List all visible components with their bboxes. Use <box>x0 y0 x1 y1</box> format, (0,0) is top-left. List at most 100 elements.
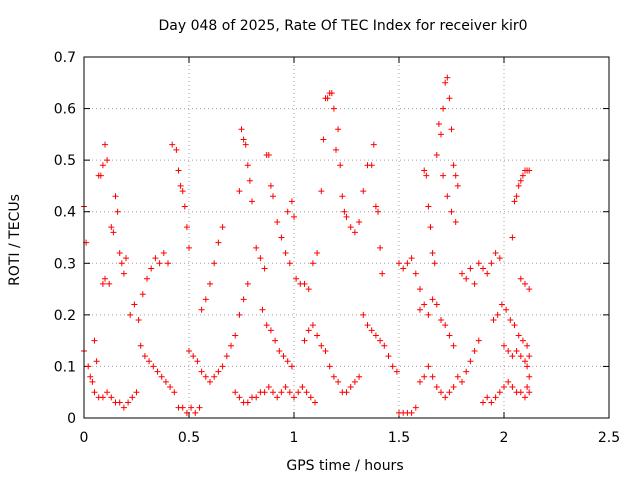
data-point <box>318 342 325 349</box>
data-point <box>509 384 516 391</box>
data-point <box>356 219 363 226</box>
data-point <box>186 347 192 354</box>
y-tick-label: 0.3 <box>54 256 76 272</box>
data-point <box>240 296 247 303</box>
data-point <box>360 311 367 318</box>
x-axis-label: GPS time / hours <box>286 458 403 474</box>
data-point <box>219 224 226 231</box>
data-point <box>513 347 520 354</box>
grid-lines <box>84 57 609 418</box>
data-point <box>146 358 153 365</box>
data-point <box>488 260 495 267</box>
data-point <box>148 265 155 272</box>
y-tick-label: 0.5 <box>54 153 76 169</box>
data-point <box>496 255 503 262</box>
data-point <box>93 358 100 365</box>
data-point <box>524 363 531 370</box>
data-point <box>198 306 205 313</box>
data-point <box>104 389 111 396</box>
data-point <box>480 399 486 406</box>
data-point <box>347 224 354 231</box>
data-point <box>307 394 314 401</box>
data-point <box>108 394 115 401</box>
data-point <box>356 373 363 380</box>
data-point <box>278 389 285 396</box>
data-point <box>309 322 316 329</box>
y-tick-label: 0.7 <box>54 50 76 66</box>
data-point <box>448 126 455 133</box>
data-point <box>524 384 531 391</box>
data-point <box>471 280 478 287</box>
data-point <box>253 394 260 401</box>
data-point <box>236 188 243 195</box>
data-point <box>131 301 138 308</box>
data-point <box>116 249 123 256</box>
data-point <box>492 249 499 256</box>
data-point <box>236 311 243 318</box>
data-point <box>99 162 106 169</box>
data-point <box>492 394 499 401</box>
data-point <box>442 394 449 401</box>
data-point <box>475 260 482 267</box>
data-point <box>280 353 287 360</box>
data-point <box>211 260 218 267</box>
data-point <box>417 378 423 385</box>
data-point <box>158 373 165 380</box>
data-point <box>259 306 266 313</box>
data-point <box>265 151 272 158</box>
data-point <box>265 384 272 391</box>
data-point <box>207 280 213 287</box>
data-point <box>284 208 291 215</box>
data-point <box>118 260 125 267</box>
data-point <box>123 255 129 262</box>
data-point <box>169 141 176 148</box>
data-point <box>267 327 274 334</box>
data-point <box>99 280 106 287</box>
data-point <box>110 229 117 236</box>
data-point <box>442 79 449 86</box>
data-point <box>87 373 94 380</box>
data-point <box>454 182 461 189</box>
data-point <box>433 384 440 391</box>
data-point <box>335 126 342 133</box>
data-point <box>207 378 213 385</box>
data-point <box>295 389 302 396</box>
data-point <box>454 373 461 380</box>
data-point <box>244 399 251 406</box>
data-point <box>467 265 474 272</box>
data-point <box>314 332 321 339</box>
data-point <box>446 389 453 396</box>
data-point <box>112 193 119 200</box>
data-point <box>232 389 239 396</box>
data-point <box>408 255 415 262</box>
data-point <box>288 198 295 205</box>
y-tick-label: 0.6 <box>54 102 76 118</box>
data-point <box>263 322 270 329</box>
data-point <box>347 384 354 391</box>
data-point <box>526 167 533 174</box>
y-axis-label: ROTI / TECUs <box>7 194 23 286</box>
data-point <box>368 327 375 334</box>
data-point <box>526 286 533 293</box>
data-point <box>246 177 253 184</box>
data-point <box>463 275 470 282</box>
data-point <box>507 317 514 324</box>
data-point <box>475 337 482 344</box>
data-point <box>450 162 457 169</box>
data-point <box>364 322 371 329</box>
data-point <box>179 404 186 411</box>
data-point <box>498 301 505 308</box>
x-tick-label: 1.5 <box>388 430 410 446</box>
data-point <box>370 141 377 148</box>
data-point <box>137 342 144 349</box>
data-point <box>513 193 520 200</box>
data-point <box>120 270 127 277</box>
data-point <box>152 255 159 262</box>
data-point <box>244 162 251 169</box>
data-point <box>381 342 388 349</box>
x-tick-label: 1 <box>290 430 299 446</box>
data-point <box>253 244 260 251</box>
data-point <box>389 363 396 370</box>
data-point <box>408 409 415 416</box>
